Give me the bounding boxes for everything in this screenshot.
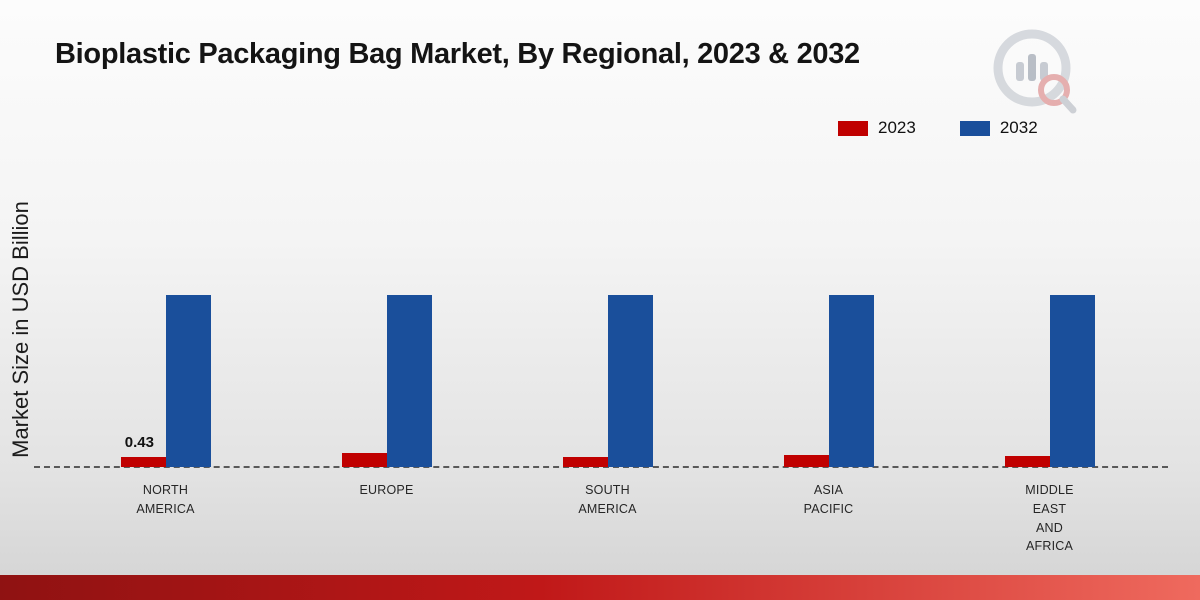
legend-item-2023: 2023: [838, 118, 916, 138]
bars-row: [1004, 0, 1095, 467]
bar-2032-asia-pacific: [828, 295, 874, 467]
bar-2032-europe: [386, 295, 432, 467]
market-research-logo-icon: [988, 22, 1084, 123]
legend-swatch-2032-icon: [959, 120, 990, 136]
bar-2032-south-america: [607, 295, 653, 467]
bars-row: [783, 0, 874, 467]
bars-row: [341, 0, 432, 467]
footer-band: [0, 575, 1200, 600]
bar-2023-middle-east-and-africa: [1004, 456, 1050, 467]
bar-chart: 0.43 NORTH AMERICA EUROPE SOUTH AMERICA ASIA…: [55, 0, 1160, 600]
bar-2023-north-america: 0.43: [120, 434, 166, 467]
x-axis-category-label: EUROPE: [359, 483, 414, 497]
legend-swatch-2023-icon: [838, 120, 868, 136]
bar-2023-europe: [341, 453, 387, 467]
legend-label-2023: 2023: [878, 118, 916, 137]
x-axis-category-label: ASIA PACIFIC: [803, 483, 854, 516]
bar-group-asia-pacific: ASIA PACIFIC: [783, 0, 874, 600]
bar-2032-north-america: [165, 295, 211, 467]
x-axis-category-label: MIDDLE EAST AND AFRICA: [1025, 483, 1074, 554]
y-axis-label: Market Size in USD Billion: [8, 201, 33, 458]
chart-title: Bioplastic Packaging Bag Market, By Regi…: [55, 38, 860, 70]
bar-group-north-america: 0.43 NORTH AMERICA: [120, 0, 211, 600]
legend: 2023 2032: [838, 118, 1038, 138]
bars-row: 0.43: [120, 0, 211, 467]
x-axis-category-label: SOUTH AMERICA: [578, 483, 637, 516]
legend-label-2032: 2032: [999, 118, 1038, 137]
bar-group-south-america: SOUTH AMERICA: [562, 0, 653, 600]
x-axis-category-label: NORTH AMERICA: [136, 483, 195, 516]
bar-2023-asia-pacific: [783, 455, 829, 467]
bars-row: [562, 0, 653, 467]
bar-group-europe: EUROPE: [341, 0, 432, 600]
bar-value-label: 0.43: [124, 434, 154, 451]
bar-group-middle-east-and-africa: MIDDLE EAST AND AFRICA: [1004, 0, 1095, 600]
bar-2032-middle-east-and-africa: [1049, 295, 1095, 467]
x-axis-line: [34, 466, 1168, 468]
legend-item-2032: 2032: [959, 118, 1038, 138]
bar-2023-south-america: [562, 457, 608, 467]
